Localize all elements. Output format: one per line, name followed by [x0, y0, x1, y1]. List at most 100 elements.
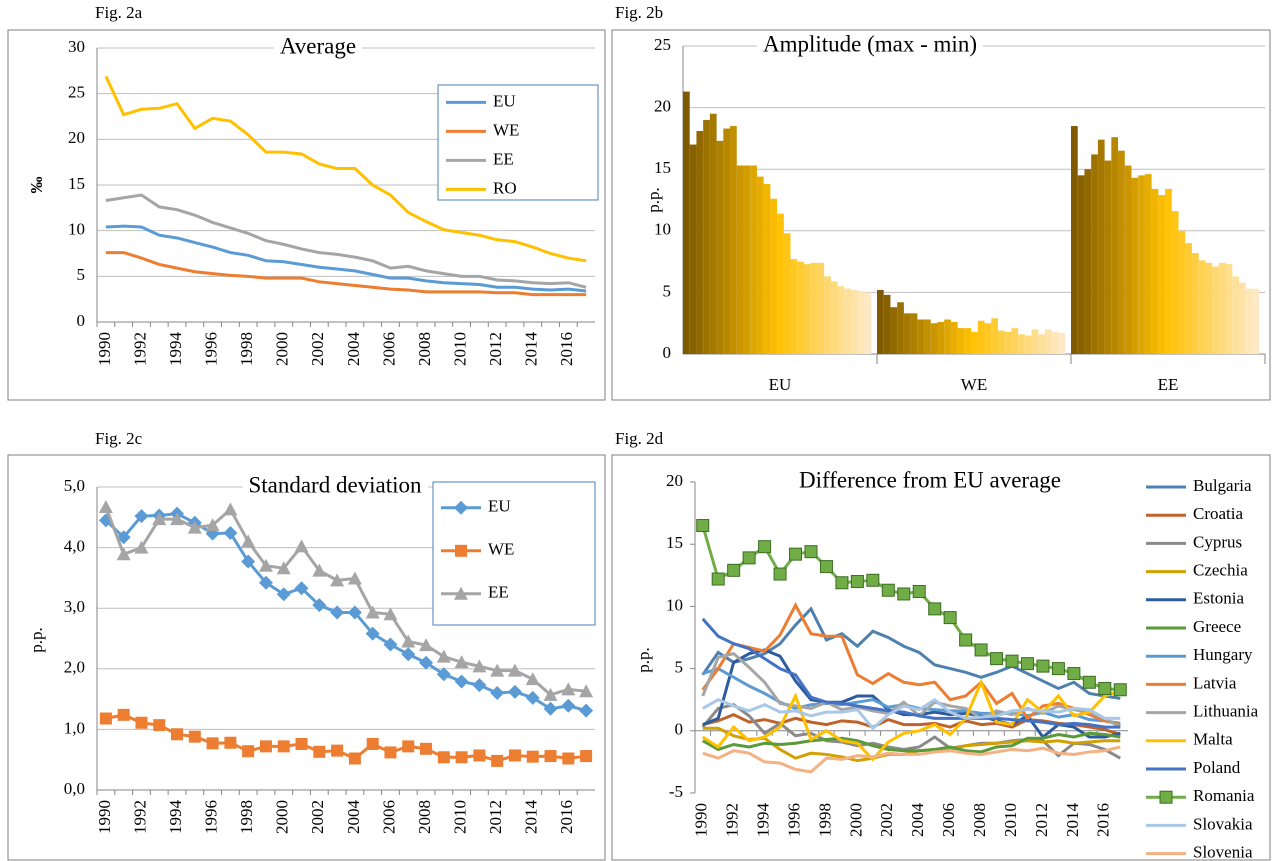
point	[313, 745, 326, 758]
series-line	[701, 731, 1121, 754]
bar	[1245, 288, 1253, 354]
bar	[877, 289, 884, 354]
bar	[1151, 188, 1159, 354]
bar	[937, 321, 945, 354]
bar	[1225, 264, 1233, 354]
bar	[1024, 335, 1032, 354]
point	[331, 744, 344, 757]
point	[928, 602, 942, 616]
point	[742, 551, 756, 565]
point	[580, 750, 593, 763]
point	[579, 703, 594, 718]
legend-label: Lithuania	[1193, 702, 1259, 721]
bar	[903, 313, 911, 354]
bar	[1051, 331, 1059, 354]
point	[241, 554, 256, 569]
point	[579, 684, 594, 698]
bar	[777, 213, 784, 354]
bar	[1138, 175, 1145, 354]
x-tick-label: 2016	[557, 332, 576, 366]
bar	[1158, 195, 1166, 354]
y-tick-label: 10	[666, 595, 683, 614]
series-line	[105, 251, 587, 297]
bar	[689, 144, 697, 354]
legend-label: WE	[493, 120, 519, 139]
bar	[1118, 150, 1125, 354]
bar	[750, 165, 757, 354]
bar	[930, 323, 938, 354]
point	[526, 750, 539, 763]
point	[819, 560, 833, 574]
panel-border	[611, 29, 1271, 401]
point	[420, 742, 433, 755]
point	[312, 598, 327, 613]
title-background	[242, 472, 429, 498]
bar	[944, 319, 951, 354]
legend-marker	[454, 586, 468, 600]
point	[170, 512, 185, 526]
point	[437, 751, 450, 764]
point	[454, 674, 469, 689]
bar	[1077, 175, 1085, 354]
bar	[1058, 333, 1066, 354]
x-tick-label: 1990	[95, 800, 114, 834]
point	[258, 575, 273, 590]
x-tick-label: 2004	[344, 800, 363, 835]
y-axis-label: p.p.	[644, 187, 663, 213]
legend-label: Malta	[1193, 730, 1233, 749]
point	[472, 659, 487, 673]
y-tick-label: 0,0	[64, 779, 85, 798]
x-tick-label: EU	[769, 375, 792, 394]
bar	[756, 176, 764, 354]
x-tick-label: 2006	[379, 800, 398, 834]
point	[419, 655, 434, 670]
point	[507, 684, 522, 699]
x-tick-label: 2008	[415, 332, 434, 366]
x-tick-label: 2016	[557, 800, 576, 834]
y-tick-label: 30	[68, 37, 85, 56]
panel-border	[7, 29, 606, 401]
x-tick-label: 2000	[846, 803, 865, 837]
legend-label: EE	[488, 583, 509, 602]
point	[206, 737, 219, 750]
x-tick-label: 1998	[815, 803, 834, 837]
point	[276, 561, 291, 575]
point	[347, 571, 362, 585]
point	[436, 667, 451, 682]
point	[152, 512, 167, 526]
title-background	[273, 33, 363, 59]
bar	[910, 313, 918, 354]
bar	[1252, 288, 1260, 354]
bar	[1097, 139, 1105, 354]
chart-title: Amplitude (max - min)	[763, 31, 977, 56]
point	[1113, 683, 1127, 697]
y-tick-label: 5	[663, 281, 672, 300]
x-tick-label: 1996	[202, 800, 221, 834]
point	[171, 728, 184, 741]
x-tick-label: 2012	[486, 800, 505, 834]
x-tick-label: 2006	[939, 803, 958, 837]
x-tick-label: 2000	[273, 800, 292, 834]
series-line	[104, 512, 587, 713]
point	[277, 740, 290, 753]
y-axis-label: p.p.	[27, 627, 46, 653]
point	[850, 575, 864, 589]
bar	[851, 289, 858, 354]
legend-box	[437, 84, 599, 201]
x-tick-label: 2008	[970, 803, 989, 837]
point	[561, 682, 576, 696]
bar	[696, 131, 704, 354]
x-tick-label: 2014	[522, 800, 541, 835]
figure-label: Fig. 2c	[95, 429, 143, 448]
bar	[830, 281, 838, 354]
bar	[1011, 328, 1019, 354]
point	[897, 587, 911, 601]
legend-label: EE	[493, 149, 514, 168]
legend-label: Bulgaria	[1193, 476, 1252, 495]
point	[401, 647, 416, 662]
series-line	[701, 525, 1121, 692]
point	[205, 518, 220, 532]
point	[835, 576, 849, 590]
x-tick-label: 1994	[753, 803, 772, 838]
bar	[864, 292, 872, 354]
